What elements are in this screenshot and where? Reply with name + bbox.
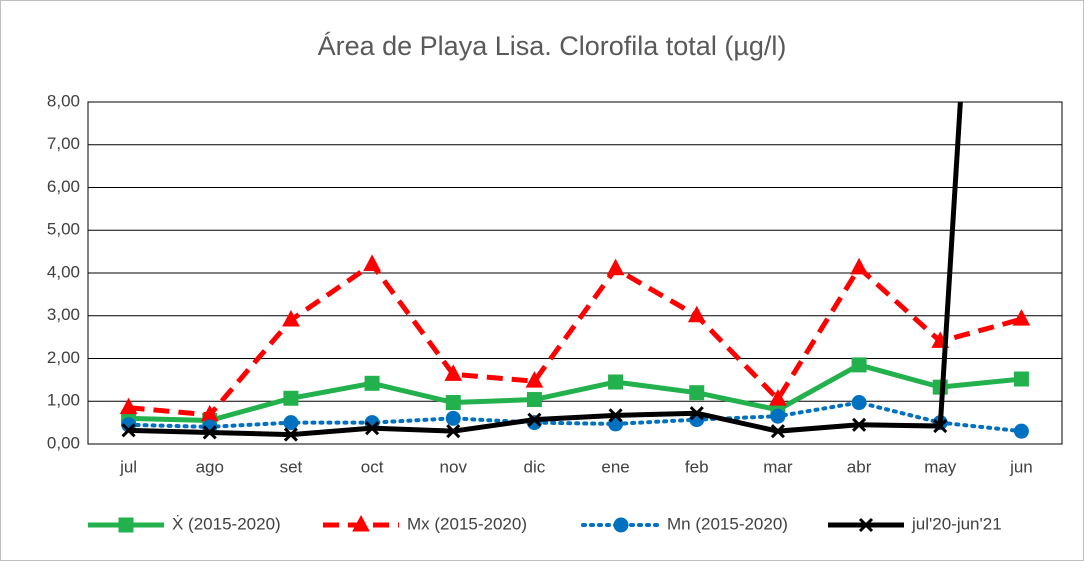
series-line [128, 102, 963, 438]
legend-label: Mn (2015-2020) [667, 514, 788, 533]
marker [282, 309, 300, 327]
marker [444, 364, 463, 381]
legend-label: Mx (2015-2020) [407, 514, 527, 533]
legend-label: Ẋ (2015-2020) [172, 514, 281, 533]
marker [283, 390, 299, 406]
x-tick-label: oct [361, 457, 384, 476]
marker [769, 389, 787, 406]
x-tick-label: mar [763, 457, 793, 476]
marker [445, 410, 461, 426]
marker [445, 395, 461, 411]
y-tick-label: 7,00 [47, 134, 80, 153]
series-line [128, 261, 1023, 418]
y-tick-label: 3,00 [47, 305, 80, 324]
y-tick-label: 0,00 [47, 433, 80, 452]
legend-label: jul'20-jun'21 [911, 514, 1002, 533]
legend-marker [118, 517, 134, 533]
marker [121, 423, 136, 438]
chart-title: Área de Playa Lisa. Clorofila total (µg/… [318, 31, 787, 61]
marker [770, 408, 786, 424]
marker [608, 374, 624, 390]
series-line [126, 400, 1024, 434]
x-tick-label: ago [196, 457, 224, 476]
marker [850, 257, 868, 275]
y-tick-label: 4,00 [47, 262, 80, 281]
marker [933, 418, 948, 434]
marker [608, 408, 623, 423]
marker [364, 375, 380, 391]
marker [527, 412, 542, 427]
marker [283, 427, 298, 442]
marker [1013, 371, 1029, 387]
marker [525, 371, 544, 388]
x-tick-label: ene [601, 457, 629, 476]
x-tick-label: dic [524, 457, 546, 476]
marker [1012, 309, 1031, 326]
y-tick-label: 1,00 [47, 391, 80, 410]
marker [851, 357, 867, 373]
marker [689, 385, 705, 401]
marker [283, 415, 299, 431]
marker [606, 258, 625, 276]
marker [526, 392, 542, 408]
marker [363, 254, 381, 271]
marker [446, 424, 461, 439]
marker [1013, 423, 1029, 439]
y-tick-label: 8,00 [47, 91, 80, 110]
y-tick-label: 5,00 [47, 220, 80, 239]
x-tick-label: jun [1009, 457, 1033, 476]
plot-series [119, 102, 1031, 442]
x-tick-label: abr [847, 457, 872, 476]
marker [202, 425, 217, 440]
marker [687, 305, 706, 323]
marker [770, 424, 785, 439]
x-tick-label: set [280, 457, 303, 476]
legend-marker [858, 517, 874, 533]
marker [365, 421, 380, 436]
series-line [128, 362, 1022, 423]
x-tick-label: feb [685, 457, 709, 476]
marker [852, 417, 867, 432]
x-tick-label: jul [119, 457, 137, 476]
marker [689, 406, 704, 421]
marker [851, 395, 867, 411]
y-tick-label: 6,00 [47, 177, 80, 196]
y-tick-label: 2,00 [47, 348, 80, 367]
legend-marker [352, 514, 370, 532]
x-tick-label: nov [440, 457, 468, 476]
x-tick-label: may [924, 457, 957, 476]
legend-marker [613, 517, 629, 533]
marker [119, 397, 138, 415]
